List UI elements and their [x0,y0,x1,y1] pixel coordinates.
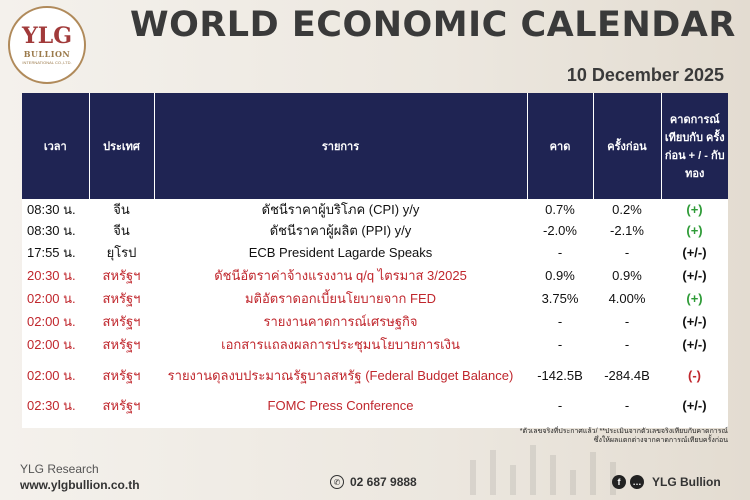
row-time: 02:00 น. [27,291,76,306]
row-item: ดัชนีราคาผู้ผลิต (PPI) y/y [269,223,412,238]
row-impact: (-) [688,367,701,383]
row-impact: (+/-) [682,337,707,352]
table-row: 17:55 น. ยุโรป ECB President Lagarde Spe… [22,241,728,264]
footer-phone: ✆ 02 687 9888 [330,475,417,489]
row-time: 17:55 น. [27,245,76,260]
table-row: 02:00 น. สหรัฐฯ เอกสารแถลงผลการประชุมนโย… [22,333,728,356]
column-header-previous: ครั้งก่อน [593,93,662,199]
row-impact: (+) [686,291,703,306]
calendar-table-container: เวลา ประเทศ รายการ คาด ครั้งก่อน คาดการณ… [22,93,728,428]
table-row: 02:00 น. สหรัฐฯ รายงานดุลงบประมาณรัฐบาลส… [22,356,728,394]
calendar-date: 10 December 2025 [566,65,724,85]
row-previous: 0.9% [612,268,642,283]
row-country: สหรัฐฯ [102,291,141,306]
row-item: ดัชนีอัตราค่าจ้างแรงงาน q/q ไตรมาส 3/202… [214,268,467,283]
footer-website-link[interactable]: www.ylgbullion.co.th [20,478,140,492]
row-previous: -2.1% [610,223,644,238]
row-forecast: - [557,314,563,329]
row-item: รายงานคาดการณ์เศรษฐกิจ [263,314,418,329]
row-time: 02:30 น. [27,398,76,413]
table-header-row: เวลา ประเทศ รายการ คาด ครั้งก่อน คาดการณ… [22,93,728,199]
row-time: 02:00 น. [27,337,76,352]
row-impact: (+) [686,223,703,238]
row-item: มติอัตราดอกเบี้ยนโยบายจาก FED [244,291,437,306]
row-previous: - [624,245,630,260]
row-forecast: - [557,337,563,352]
column-header-item: รายการ [154,93,528,199]
row-impact: (+) [686,202,703,217]
row-country: สหรัฐฯ [102,337,141,352]
row-impact: (+/-) [682,268,707,283]
row-country: จีน [113,223,130,238]
facebook-icon[interactable]: f [612,475,626,489]
background-chart-decoration [470,445,616,495]
page-title: WORLD ECONOMIC CALENDAR [130,5,736,45]
footnote-line-1: *ตัวเลขจริงที่ประกาศแล้ว/ **ประเมินจากตั… [519,428,728,435]
row-previous: - [624,398,630,413]
row-item: FOMC Press Conference [267,398,414,413]
footer-social: f … YLG Bullion [612,475,721,489]
row-forecast: 0.7% [545,202,575,217]
row-item: เอกสารแถลงผลการประชุมนโยบายการเงิน [221,337,460,352]
table-row: 08:30 น. จีน ดัชนีราคาผู้ผลิต (PPI) y/y … [22,220,728,241]
row-previous: - [624,314,630,329]
row-country: สหรัฐฯ [102,314,141,329]
row-country: จีน [113,202,130,217]
row-forecast: -2.0% [543,223,577,238]
table-row: 02:30 น. สหรัฐฯ FOMC Press Conference - … [22,394,728,417]
row-previous: - [624,337,630,352]
phone-number: 02 687 9888 [350,475,417,489]
row-previous: 0.2% [612,202,642,217]
row-item: ECB President Lagarde Speaks [248,245,433,260]
table-row: 02:00 น. สหรัฐฯ มติอัตราดอกเบี้ยนโยบายจา… [22,287,728,310]
row-impact: (+/-) [682,245,707,260]
column-header-country: ประเทศ [89,93,155,199]
logo-main-text: YLG [22,23,72,49]
phone-icon: ✆ [330,475,344,489]
column-header-forecast: คาด [527,93,594,199]
row-impact: (+/-) [682,398,707,413]
chat-icon[interactable]: … [630,475,644,489]
social-handle: YLG Bullion [652,475,721,489]
row-country: สหรัฐฯ [102,398,141,413]
row-country: สหรัฐฯ [102,367,141,383]
footnote-line-2: ซึ่งให้ผลแตกต่างจากคาดการณ์เทียบครั้งก่อ… [593,437,728,444]
row-impact: (+/-) [682,314,707,329]
economic-calendar-table: เวลา ประเทศ รายการ คาด ครั้งก่อน คาดการณ… [22,93,728,417]
table-row: 02:00 น. สหรัฐฯ รายงานคาดการณ์เศรษฐกิจ -… [22,310,728,333]
table-row: 08:30 น. จีน ดัชนีราคาผู้บริโภค (CPI) y/… [22,199,728,220]
table-row: 20:30 น. สหรัฐฯ ดัชนีอัตราค่าจ้างแรงงาน … [22,264,728,287]
row-forecast: - [557,245,563,260]
row-previous: -284.4B [604,367,650,383]
row-country: สหรัฐฯ [102,268,141,283]
company-logo: YLG BULLION INTERNATIONAL CO.,LTD. [8,6,86,84]
column-header-impact: คาดการณ์ เทียบกับ ครั้งก่อน + / - กับทอง [661,93,728,199]
row-previous: 4.00% [608,291,646,306]
logo-sub-text: BULLION [23,49,71,59]
row-time: 20:30 น. [27,268,76,283]
row-item: รายงานดุลงบประมาณรัฐบาลสหรัฐ (Federal Bu… [167,367,514,383]
row-country: ยุโรป [106,245,137,260]
footer-brand: YLG Research [20,462,99,476]
row-forecast: - [557,398,563,413]
row-forecast: 3.75% [541,291,579,306]
row-item: ดัชนีราคาผู้บริโภค (CPI) y/y [261,202,420,217]
row-time: 02:00 น. [27,367,76,383]
row-forecast: -142.5B [537,367,583,383]
column-header-time: เวลา [22,93,90,199]
row-time: 08:30 น. [27,223,76,238]
row-forecast: 0.9% [545,268,575,283]
row-time: 08:30 น. [27,202,76,217]
logo-tiny-text: INTERNATIONAL CO.,LTD. [22,60,72,65]
row-time: 02:00 น. [27,314,76,329]
footnote: *ตัวเลขจริงที่ประกาศแล้ว/ **ประเมินจากตั… [398,427,728,445]
